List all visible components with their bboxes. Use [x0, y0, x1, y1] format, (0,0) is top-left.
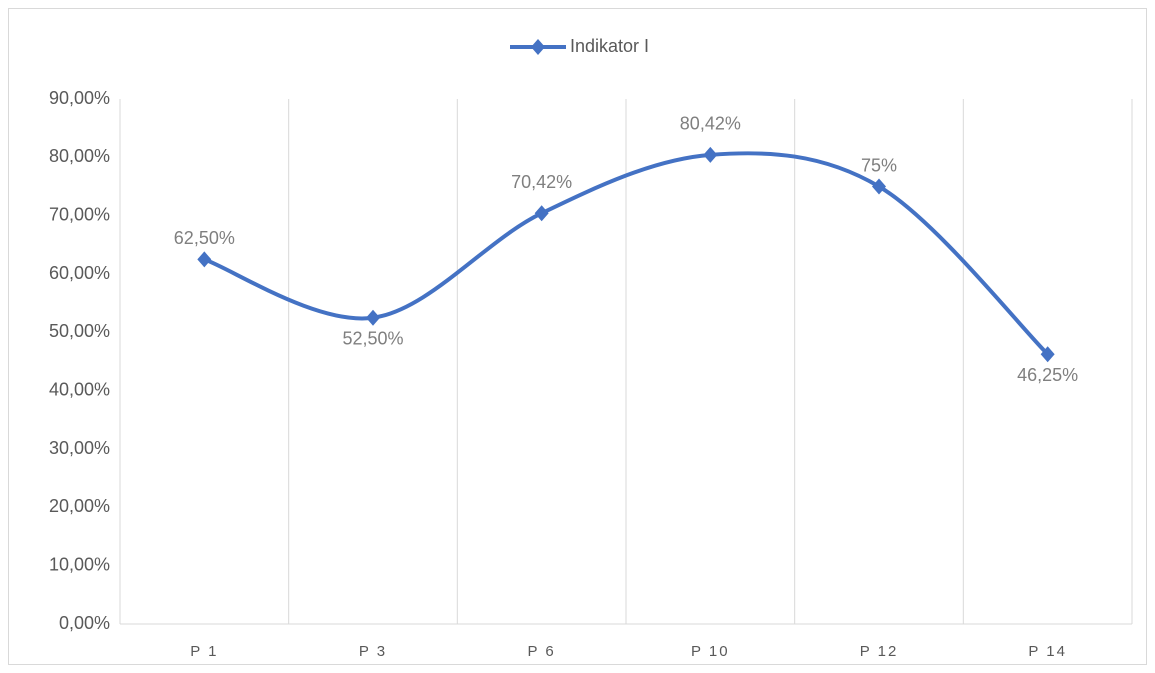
- data-label: 70,42%: [511, 172, 572, 192]
- data-label: 46,25%: [1017, 365, 1078, 385]
- y-tick-label: 30,00%: [49, 438, 110, 458]
- marker: [197, 251, 212, 268]
- x-tick-label: P 12: [860, 643, 899, 660]
- y-tick-label: 0,00%: [59, 613, 110, 633]
- y-tick-label: 20,00%: [49, 496, 110, 516]
- legend-marker: [531, 39, 545, 55]
- y-tick-label: 90,00%: [49, 88, 110, 108]
- x-tick-label: P 14: [1028, 643, 1067, 660]
- marker: [366, 309, 380, 326]
- marker: [1040, 346, 1055, 363]
- y-tick-label: 60,00%: [49, 263, 110, 283]
- data-label: 75%: [861, 155, 897, 175]
- data-label: 62,50%: [174, 228, 235, 248]
- data-label: 52,50%: [342, 329, 403, 349]
- marker: [534, 205, 549, 222]
- x-tick-label: P 3: [359, 643, 387, 660]
- y-tick-label: 70,00%: [49, 204, 110, 224]
- y-tick-label: 80,00%: [49, 146, 110, 166]
- x-tick-label: P 6: [528, 643, 556, 660]
- y-tick-label: 50,00%: [49, 321, 110, 341]
- y-tick-label: 10,00%: [49, 554, 110, 574]
- chart-border: [8, 8, 1147, 665]
- x-tick-label: P 1: [190, 643, 218, 660]
- marker: [703, 146, 718, 163]
- series-line: [202, 151, 1050, 357]
- legend-label: Indikator I: [570, 36, 649, 56]
- data-label: 80,42%: [680, 114, 741, 134]
- marker: [872, 178, 886, 195]
- x-tick-label: P 10: [691, 643, 730, 660]
- y-tick-label: 40,00%: [49, 379, 110, 399]
